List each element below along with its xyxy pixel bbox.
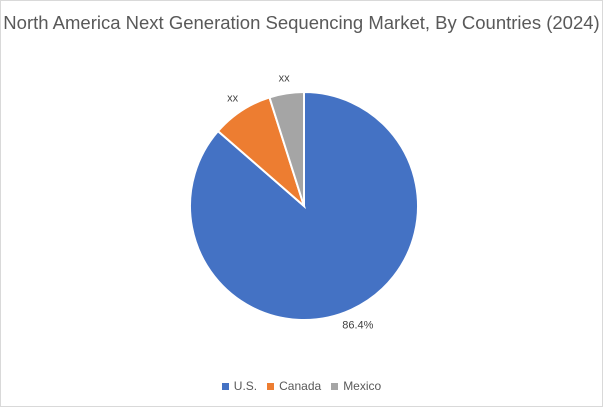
chart-title: North America Next Generation Sequencing…: [3, 12, 600, 33]
pie-slice-us: [189, 90, 419, 321]
data-label: 86.4%: [342, 319, 373, 331]
legend-item-us: U.S.: [221, 379, 258, 393]
legend-swatch: [331, 382, 339, 390]
data-label: xx: [227, 92, 239, 104]
legend-label: U.S.: [233, 379, 258, 393]
legend-item-canada: Canada: [267, 379, 321, 393]
data-label: xx: [279, 73, 291, 85]
pie-slice-mexico: [268, 90, 305, 207]
legend-item-mexico: Mexico: [331, 379, 381, 393]
legend-swatch: [267, 382, 275, 390]
legend: U.S. Canada Mexico: [1, 379, 602, 393]
legend-label: Canada: [279, 379, 322, 393]
legend-swatch: [221, 382, 229, 390]
legend-label: Mexico: [343, 379, 382, 393]
